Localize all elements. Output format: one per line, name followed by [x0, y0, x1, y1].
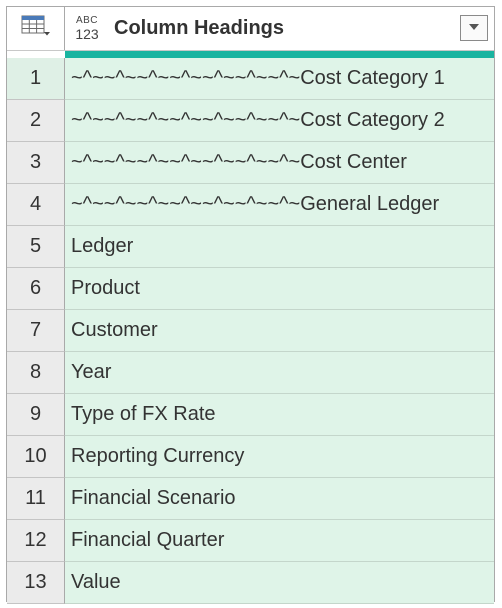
table-cell[interactable]: Financial Quarter — [65, 520, 494, 562]
query-data-grid: ABC 123 Column Headings 1 ~^~~^~~^~~^~~^… — [6, 6, 495, 604]
row-number[interactable]: 5 — [7, 226, 65, 268]
table-icon — [21, 15, 51, 42]
row-number[interactable]: 12 — [7, 520, 65, 562]
row-number[interactable]: 4 — [7, 184, 65, 226]
type-icon-bottom-text: 123 — [75, 26, 99, 42]
row-number[interactable]: 13 — [7, 562, 65, 604]
table-cell[interactable]: Year — [65, 352, 494, 394]
table-row: 10 Reporting Currency — [7, 436, 494, 478]
table-row: 11 Financial Scenario — [7, 478, 494, 520]
table-row: 9 Type of FX Rate — [7, 394, 494, 436]
chevron-down-icon — [467, 19, 481, 37]
table-cell[interactable]: Customer — [65, 310, 494, 352]
table-row: 13 Value — [7, 562, 494, 604]
row-number[interactable]: 8 — [7, 352, 65, 394]
row-number[interactable]: 11 — [7, 478, 65, 520]
table-cell[interactable]: Value — [65, 562, 494, 604]
table-cell[interactable]: Type of FX Rate — [65, 394, 494, 436]
table-cell[interactable]: Financial Scenario — [65, 478, 494, 520]
row-number[interactable]: 7 — [7, 310, 65, 352]
table-cell[interactable]: Ledger — [65, 226, 494, 268]
table-row: 4 ~^~~^~~^~~^~~^~~^~~^~General Ledger — [7, 184, 494, 226]
row-number[interactable]: 2 — [7, 100, 65, 142]
type-icon-top-text: ABC — [75, 15, 99, 26]
table-row: 2 ~^~~^~~^~~^~~^~~^~~^~Cost Category 2 — [7, 100, 494, 142]
row-number[interactable]: 6 — [7, 268, 65, 310]
table-row: 3 ~^~~^~~^~~^~~^~~^~~^~Cost Center — [7, 142, 494, 184]
table-cell[interactable]: ~^~~^~~^~~^~~^~~^~~^~General Ledger — [65, 184, 494, 226]
row-number[interactable]: 1 — [7, 58, 65, 100]
table-cell[interactable]: ~^~~^~~^~~^~~^~~^~~^~Cost Category 2 — [65, 100, 494, 142]
grid-header: ABC 123 Column Headings — [7, 7, 494, 51]
table-row: 8 Year — [7, 352, 494, 394]
table-cell[interactable]: ~^~~^~~^~~^~~^~~^~~^~Cost Center — [65, 142, 494, 184]
row-number[interactable]: 10 — [7, 436, 65, 478]
column-quality-bar — [65, 51, 494, 58]
table-row: 7 Customer — [7, 310, 494, 352]
data-type-any-icon[interactable]: ABC 123 — [72, 15, 102, 42]
row-number[interactable]: 3 — [7, 142, 65, 184]
table-row: 1 ~^~~^~~^~~^~~^~~^~~^~Cost Category 1 — [7, 58, 494, 100]
table-options-button[interactable] — [7, 7, 65, 50]
grid-rows: 1 ~^~~^~~^~~^~~^~~^~~^~Cost Category 1 2… — [7, 58, 494, 604]
table-cell[interactable]: Product — [65, 268, 494, 310]
table-row: 6 Product — [7, 268, 494, 310]
column-filter-dropdown-button[interactable] — [460, 15, 488, 41]
column-title: Column Headings — [114, 17, 285, 39]
table-row: 12 Financial Quarter — [7, 520, 494, 562]
table-cell[interactable]: Reporting Currency — [65, 436, 494, 478]
table-cell[interactable]: ~^~~^~~^~~^~~^~~^~~^~Cost Category 1 — [65, 58, 494, 100]
row-number[interactable]: 9 — [7, 394, 65, 436]
table-row: 5 Ledger — [7, 226, 494, 268]
column-header[interactable]: ABC 123 Column Headings — [65, 7, 494, 50]
